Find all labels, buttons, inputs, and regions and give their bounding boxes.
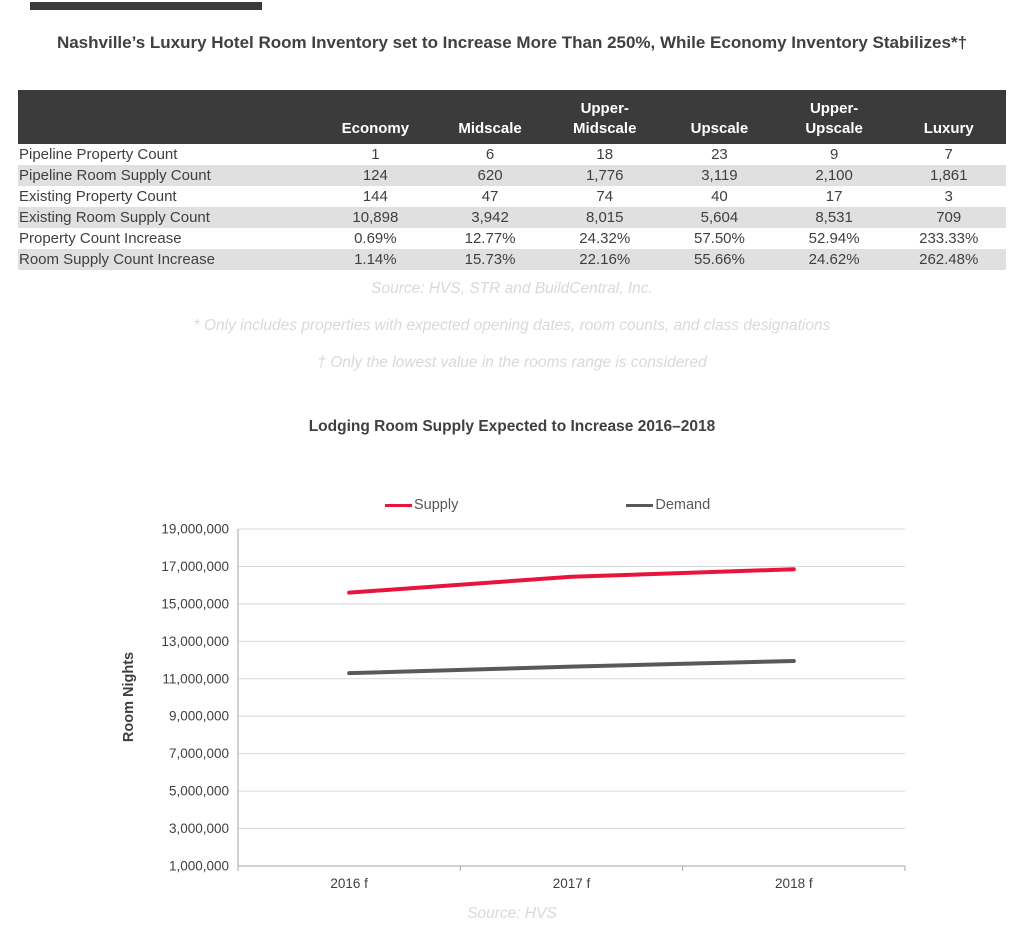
table-cell: 52.94% xyxy=(808,230,860,247)
y-tick-label: 5,000,000 xyxy=(169,784,229,799)
table-row: Pipeline Room Supply Count 124 620 1,776 3,1… xyxy=(18,165,1006,186)
legend-line-swatch xyxy=(385,503,412,507)
table-cell: 3,119 xyxy=(662,165,777,186)
table-cell: 12.77% xyxy=(464,230,516,247)
cropped-top-bar xyxy=(30,2,262,10)
table-notes: Source: HVS, STR and BuildCentral, Inc. … xyxy=(0,270,1024,381)
table-cell: 233.33% xyxy=(919,230,979,247)
y-tick-label: 13,000,000 xyxy=(161,634,229,649)
table-cell: 24.62% xyxy=(776,249,892,270)
table-cell: 6 xyxy=(485,146,495,163)
legend-label: Demand xyxy=(655,497,711,513)
table-cell: 55.66% xyxy=(662,249,777,270)
page-title-text: Nashville’s Luxury Hotel Room Inventory … xyxy=(56,33,968,53)
legend-line-swatch xyxy=(626,503,654,507)
column-header: Midscale xyxy=(432,90,548,144)
table-cell: 7 xyxy=(944,146,953,163)
column-header: Economy xyxy=(318,90,433,144)
table-cell: 5,604 xyxy=(662,207,777,228)
table-row: Existing Room Supply Count 10,898 3,942 8,0… xyxy=(18,207,1006,228)
legend-item-supply: Supply xyxy=(385,497,458,513)
table-cell: 124 xyxy=(318,165,433,186)
table-cell: 23 xyxy=(711,146,728,163)
y-tick-label: 7,000,000 xyxy=(169,746,229,761)
y-tick-label: 15,000,000 xyxy=(161,596,229,611)
table-row: Pipeline Property Count 1 6 18 23 9 7 xyxy=(18,144,1006,165)
row-label: Existing Room Supply Count xyxy=(18,207,319,228)
table-footnote-asterisk: * Only includes properties with expected… xyxy=(193,317,831,334)
table-cell: 1,776 xyxy=(547,165,663,186)
table-source-note: Source: HVS, STR and BuildCentral, Inc. xyxy=(371,280,653,297)
table-cell: 709 xyxy=(891,207,1006,228)
table-header-row: Economy Midscale Upper-Midscale Upscale Uppe… xyxy=(18,90,1006,144)
table-cell: 262.48% xyxy=(891,249,1006,270)
table-row: Existing Property Count 144 47 74 40 17 3 xyxy=(18,186,1006,207)
table-cell: 17 xyxy=(825,188,843,205)
table-cell: 8,015 xyxy=(547,207,663,228)
y-tick-label: 3,000,000 xyxy=(169,821,229,836)
table-cell: 1.14% xyxy=(318,249,433,270)
table-cell: 1 xyxy=(371,146,380,163)
legend-item-demand: Demand xyxy=(626,497,710,513)
y-axis-title: Room Nights xyxy=(121,652,137,742)
table-row: Property Count Increase 0.69% 12.77% 24.32%… xyxy=(18,228,1006,249)
y-tick-label: 19,000,000 xyxy=(161,522,229,537)
column-header: Upscale xyxy=(662,90,777,144)
table-cell: 9 xyxy=(829,146,839,163)
table-body: Pipeline Property Count 1 6 18 23 9 7 Pipeline … xyxy=(18,144,1006,270)
x-tick-label: 2017 f xyxy=(553,876,591,891)
chart-legend: Supply Demand xyxy=(385,496,710,514)
chart-title: Lodging Room Supply Expected to Increase… xyxy=(308,418,716,435)
row-label: Property Count Increase xyxy=(19,230,182,247)
table-cell: 40 xyxy=(711,188,728,205)
series-line-demand xyxy=(347,658,796,676)
y-tick-label: 17,000,000 xyxy=(161,559,229,574)
table-cell: 57.50% xyxy=(693,230,745,247)
row-header-column xyxy=(18,90,319,144)
table-cell: 47 xyxy=(481,188,499,205)
page-title: Nashville’s Luxury Hotel Room Inventory … xyxy=(0,23,1024,63)
column-header: Upper-Upscale xyxy=(776,90,892,144)
table-cell: 10,898 xyxy=(318,207,433,228)
inventory-table: Economy Midscale Upper-Midscale Upscale Uppe… xyxy=(18,90,1006,270)
table-cell: 15.73% xyxy=(432,249,548,270)
chart-source: Source: HVS xyxy=(467,905,557,922)
row-label: Pipeline Property Count xyxy=(19,146,178,163)
y-tick-label: 9,000,000 xyxy=(169,709,229,724)
table-cell: 24.32% xyxy=(579,230,631,247)
table-cell: 22.16% xyxy=(547,249,663,270)
table-header: Economy Midscale Upper-Midscale Upscale Uppe… xyxy=(18,90,1006,144)
row-label: Room Supply Count Increase xyxy=(18,249,319,270)
series-line-supply xyxy=(347,567,796,595)
table-cell: 144 xyxy=(362,188,388,205)
y-tick-label: 1,000,000 xyxy=(169,859,229,874)
table-cell: 0.69% xyxy=(354,230,397,247)
column-header: Luxury xyxy=(891,90,1006,144)
table-footnote-dagger: † Only the lowest value in the rooms ran… xyxy=(317,354,707,371)
table-cell: 1,861 xyxy=(891,165,1006,186)
x-tick-label: 2016 f xyxy=(330,876,368,891)
table-cell: 18 xyxy=(596,146,614,163)
column-header: Upper-Midscale xyxy=(547,90,663,144)
table-cell: 2,100 xyxy=(776,165,892,186)
y-tick-label: 11,000,000 xyxy=(162,671,229,686)
row-label: Pipeline Room Supply Count xyxy=(18,165,319,186)
table-cell: 3 xyxy=(944,188,953,205)
table-cell: 3,942 xyxy=(432,207,548,228)
table-cell: 8,531 xyxy=(776,207,892,228)
x-tick-label: 2018 f xyxy=(775,876,813,891)
table-cell: 74 xyxy=(596,188,614,205)
table-cell: 620 xyxy=(432,165,548,186)
row-label: Existing Property Count xyxy=(19,188,177,205)
table-row: Room Supply Count Increase 1.14% 15.73% 22.… xyxy=(18,249,1006,270)
legend-label: Supply xyxy=(414,497,459,513)
